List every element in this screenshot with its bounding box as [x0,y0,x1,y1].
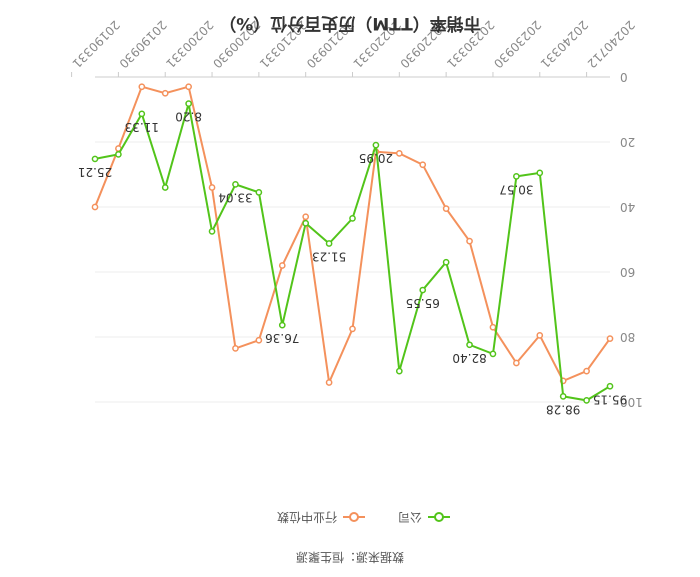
data-point [466,341,473,349]
data-point [606,382,614,390]
series-layer [91,83,614,404]
data-label: 8.20 [175,110,202,124]
data-point [395,150,403,157]
data-point [232,345,239,352]
axis-layer: 0204060801002024071220240331202309302023… [69,18,642,409]
data-point [513,173,520,180]
data-point [91,155,99,163]
data-label: 30.57 [499,182,533,196]
data-point [185,100,192,107]
series-line-0 [94,103,611,402]
data-point [372,141,380,149]
data-point [559,393,567,400]
data-point [583,397,590,404]
data-point [232,181,239,188]
series-line-1 [94,85,611,387]
label-layer: 95.15 98.28 30.57 82.40 65.55 20.95 51.23 76.36… [78,110,627,417]
y-tick-label: 80 [620,330,635,344]
data-point [349,215,356,222]
data-point [161,184,169,191]
y-tick-label: 60 [620,265,635,279]
x-tick-label: 20240712 [584,18,637,71]
data-point [466,237,473,245]
legend: 公司 行业中位数 [277,510,450,525]
data-point [489,350,497,358]
data-label: 25.21 [78,165,112,179]
data-point [325,240,333,247]
legend-label: 行业中位数 [277,510,337,525]
data-label: 95.15 [593,392,627,406]
x-tick-label: 20190930 [116,18,169,71]
data-point [185,83,192,91]
data-point [536,169,544,177]
data-point [91,203,99,211]
x-tick-label: 20240331 [538,18,591,71]
data-label: 20.95 [359,151,393,165]
data-label: 11.33 [125,120,159,134]
grid-layer [95,76,610,403]
data-point [325,379,333,386]
data-point [115,151,122,158]
data-point [208,228,216,235]
y-tick-label: 20 [620,135,635,149]
data-point [419,161,427,169]
data-point [395,367,403,375]
data-point [489,323,497,331]
data-point [302,219,310,227]
data-point [208,184,216,191]
x-tick-label: 20200331 [163,18,216,71]
data-label: 98.28 [546,402,580,416]
y-tick-label: 40 [620,200,635,214]
legend-label: 公司 [398,510,422,524]
data-point [583,367,590,375]
y-tick-label: 0 [620,70,628,84]
data-point [138,110,146,118]
data-label: 65.55 [406,296,440,310]
data-point [442,205,450,212]
data-point [442,258,450,266]
data-point [255,189,263,196]
data-point [302,213,310,221]
x-tick-label: 20230930 [491,18,544,71]
data-point [419,286,427,294]
data-point [255,336,263,344]
data-label: 33.04 [218,190,252,204]
chart-title: 市销率（TTM）历史百分位（%） [219,13,481,34]
legend-swatch-marker [434,512,444,522]
data-point [513,359,520,367]
data-point [606,335,614,342]
data-label: 76.36 [265,331,299,345]
data-label: 51.23 [312,249,346,263]
data-point [161,89,169,97]
y-tick-label: 100 [620,395,643,409]
data-point [138,83,146,91]
data-point [278,321,286,329]
x-tick-label: 20190331 [69,18,122,71]
data-source: 数据来源：恒生聚源 [296,550,404,565]
data-label: 82.40 [452,351,486,365]
legend-swatch-marker [349,512,359,522]
data-point [278,262,286,269]
data-point [536,332,544,339]
data-point [349,325,356,333]
